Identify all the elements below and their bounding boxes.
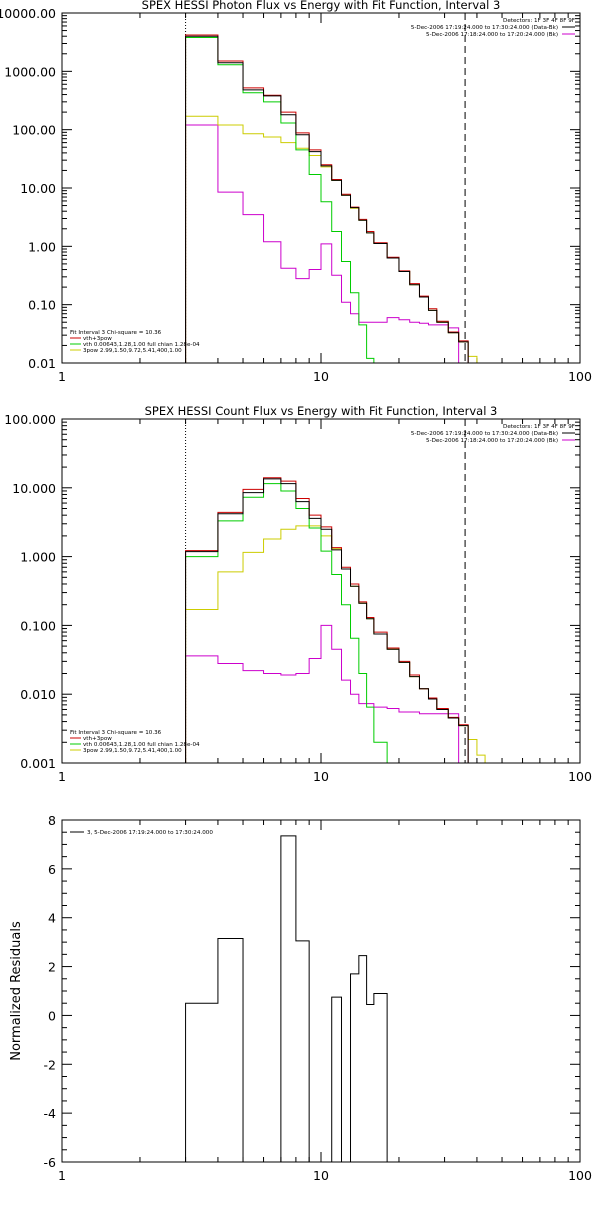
series-data-bk xyxy=(185,478,469,763)
y-tick-label: 8 xyxy=(48,813,56,828)
x-tick-label: 100 xyxy=(568,769,592,784)
legend-top-label: 5-Dec-2006 17:18:24.000 to 17:20:24.000 … xyxy=(426,438,558,444)
y-tick-label: 1.000 xyxy=(20,550,56,565)
legend-fit-label: 3pow 2.99,1.50,9.72,5.41,400,1.00 xyxy=(83,348,182,354)
panel-1 xyxy=(61,12,581,364)
y-tick-label: -2 xyxy=(44,1057,56,1072)
plot-frame xyxy=(61,418,581,764)
legend-fit-label: vth+3pow xyxy=(83,736,112,742)
panel-2 xyxy=(61,418,581,764)
legend-fit-label: vth 0.00643,1.28,1.00 full chian 1.28e-0… xyxy=(83,742,200,748)
chart-title: SPEX HESSI Count Flux vs Energy with Fit… xyxy=(145,404,498,418)
chart-title: SPEX HESSI Photon Flux vs Energy with Fi… xyxy=(142,0,501,12)
legend-top-label: 5-Dec-2006 17:19:24.000 to 17:30:24.000 … xyxy=(411,25,558,31)
y-tick-label: 4 xyxy=(48,911,56,926)
y-tick-label: -6 xyxy=(44,1155,57,1170)
y-tick-label: 0.01 xyxy=(28,356,56,371)
y-tick-label: 10.000 xyxy=(12,481,56,496)
panel-3 xyxy=(61,819,581,1163)
legend-top-label: 5-Dec-2006 17:19:24.000 to 17:30:24.000 … xyxy=(411,431,558,437)
legend-fit-label: vth 0.00643,1.28,1.00 full chian 1.28e-0… xyxy=(83,342,200,348)
y-tick-label: 100.00 xyxy=(12,123,56,138)
y-tick-label: 0.001 xyxy=(20,756,56,771)
y-tick-label: 6 xyxy=(48,862,56,877)
y-axis-label: Normalized Residuals xyxy=(9,921,24,1061)
series-3pow xyxy=(185,115,493,363)
y-tick-label: 0 xyxy=(48,1008,56,1023)
legend-top-label: 5-Dec-2006 17:18:24.000 to 17:20:24.000 … xyxy=(426,32,558,38)
y-tick-label: 100.000 xyxy=(4,412,56,427)
series-bk xyxy=(185,124,469,363)
legend-fit-header: Fit Interval 3 Chi-square = 10.36 xyxy=(70,330,162,336)
y-tick-label: 1000.00 xyxy=(4,64,56,79)
legend-detectors: Detectors: 1F 3F 4F 8F 9F xyxy=(503,18,575,24)
x-tick-label: 1 xyxy=(58,769,66,784)
series-bk xyxy=(185,624,469,763)
plot-frame xyxy=(61,819,581,1163)
legend-detectors: Detectors: 1F 3F 4F 8F 9F xyxy=(503,424,575,430)
y-tick-label: 10000.00 xyxy=(0,6,56,21)
y-tick-label: 0.100 xyxy=(20,618,56,633)
series-data-bk xyxy=(185,35,469,363)
series-vth-3pow xyxy=(185,34,469,363)
y-tick-label: -4 xyxy=(44,1106,57,1121)
plot-frame xyxy=(61,12,581,364)
y-tick-label: 2 xyxy=(48,960,56,975)
series-vth xyxy=(185,37,375,363)
y-tick-label: 1.00 xyxy=(28,239,56,254)
legend-fit-header: Fit Interval 3 Chi-square = 10.36 xyxy=(70,730,162,736)
series-3 xyxy=(185,835,449,1162)
x-tick-label: 10 xyxy=(313,769,329,784)
legend-label: 3, 5-Dec-2006 17:19:24.000 to 17:30:24.0… xyxy=(87,830,213,836)
y-tick-label: 10.00 xyxy=(20,181,56,196)
legend-fit-label: vth+3pow xyxy=(83,336,112,342)
x-tick-label: 1 xyxy=(58,1168,66,1183)
series-3pow xyxy=(185,525,493,763)
x-tick-label: 100 xyxy=(568,369,592,384)
y-tick-label: 0.010 xyxy=(20,687,56,702)
legend-fit-label: 3pow 2.99,1.50,9.72,5.41,400,1.00 xyxy=(83,748,182,754)
x-tick-label: 1 xyxy=(58,369,66,384)
x-tick-label: 10 xyxy=(313,369,329,384)
x-tick-label: 100 xyxy=(568,1168,592,1183)
x-tick-label: 10 xyxy=(313,1168,329,1183)
y-tick-label: 0.10 xyxy=(28,298,56,313)
